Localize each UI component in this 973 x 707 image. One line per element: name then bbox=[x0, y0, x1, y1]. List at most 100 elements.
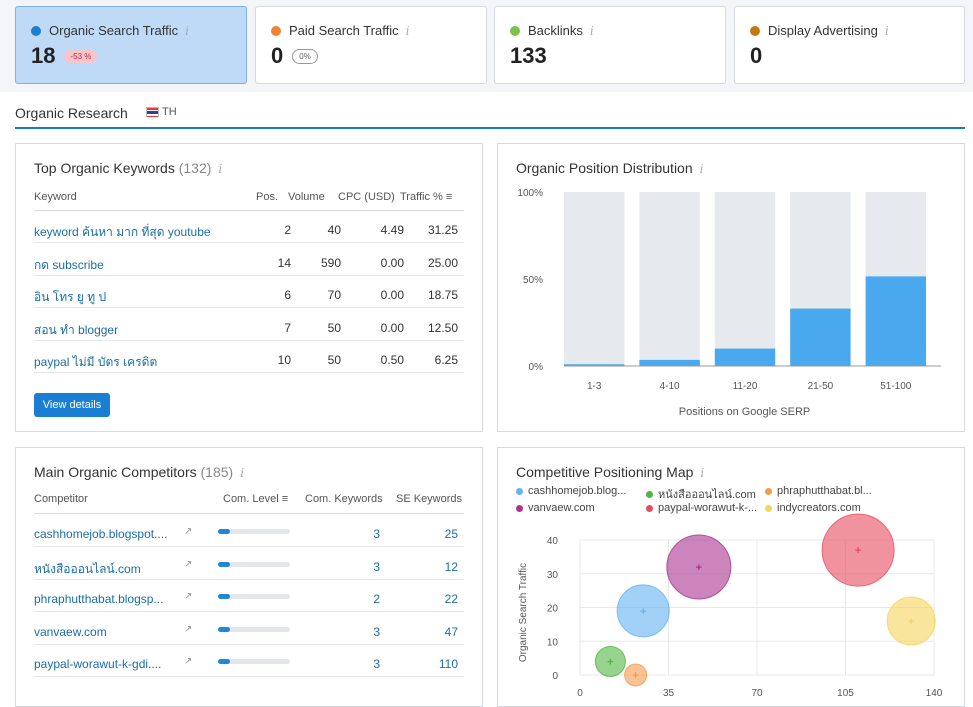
bubble-indycreators.com bbox=[886, 596, 936, 646]
metric-display-ads[interactable]: Display Advertising i 0 bbox=[734, 6, 965, 84]
keyword-link[interactable]: อิน โทร ยู ทู ป bbox=[34, 290, 107, 304]
common-keywords-link[interactable]: 3 bbox=[373, 624, 380, 639]
keyword-link[interactable]: keyword ค้นหา มาก ที่สุด youtube bbox=[34, 225, 211, 239]
bubble-center-marker: + bbox=[855, 545, 861, 557]
competitor-link[interactable]: หนังสือออนไลน์.com bbox=[34, 561, 141, 576]
legend-dot-icon bbox=[516, 504, 523, 512]
paid-dot-icon bbox=[271, 25, 281, 36]
info-icon[interactable]: i bbox=[699, 162, 704, 176]
info-icon[interactable]: i bbox=[589, 23, 594, 38]
common-keywords-link[interactable]: 3 bbox=[373, 559, 380, 574]
x-tick-label: 1-3 bbox=[587, 381, 602, 392]
view-details-button[interactable]: View details bbox=[34, 393, 110, 417]
backlinks-dot-icon bbox=[510, 25, 520, 36]
competition-level-fill bbox=[218, 626, 231, 632]
panel-title: Organic Position Distribution i bbox=[516, 160, 704, 176]
metric-paid-traffic[interactable]: Paid Search Traffic i 0 0% bbox=[255, 6, 487, 84]
keyword-row: paypal ไม่มี บัตร เครดิต 10 50 0.50 6.25 bbox=[34, 341, 464, 373]
col-se-keywords[interactable]: SE Keywords bbox=[396, 493, 463, 505]
keyword-cpc: 0.00 bbox=[380, 320, 404, 335]
col-traffic[interactable]: Traffic % ≡ bbox=[400, 191, 453, 203]
metric-value: 18 bbox=[31, 43, 56, 68]
x-tick-label: 4-10 bbox=[660, 381, 680, 392]
legend-item[interactable]: vanvaew.com bbox=[516, 502, 595, 514]
legend-item[interactable]: paypal-worawut-k-... bbox=[646, 502, 757, 514]
se-keywords-link[interactable]: 12 bbox=[444, 559, 458, 574]
position-bar-chart: 0% 50% 100% 1-3 4-10 11-20 21-50 51-100 Position… bbox=[517, 188, 941, 418]
legend-dot-icon bbox=[646, 490, 653, 498]
keyword-link[interactable]: paypal ไม่มี บัตร เครดิต bbox=[34, 355, 158, 369]
positioning-map-panel: Competitive Positioning Map i cashhomejob… bbox=[497, 447, 965, 707]
bar-21-50 bbox=[790, 308, 851, 366]
info-icon[interactable]: i bbox=[884, 23, 889, 38]
panel-title: Competitive Positioning Map i bbox=[516, 464, 705, 480]
keyword-row: สอน ทำ blogger 7 50 0.00 12.50 bbox=[34, 309, 464, 341]
keyword-volume: 590 bbox=[320, 255, 341, 270]
col-pos[interactable]: Pos. bbox=[256, 191, 279, 203]
se-keywords-link[interactable]: 25 bbox=[444, 527, 458, 541]
legend-item[interactable]: หนังสือออนไลน์.com bbox=[646, 485, 756, 503]
change-badge: 0% bbox=[292, 48, 318, 64]
metric-value: 133 bbox=[510, 43, 547, 68]
common-keywords-link[interactable]: 3 bbox=[373, 527, 380, 541]
metric-organic-traffic[interactable]: Organic Search Traffic i 18 -53 % bbox=[15, 6, 247, 84]
y-tick-label: 100% bbox=[517, 188, 543, 199]
competitor-link[interactable]: phraphutthabat.blogsp... bbox=[34, 592, 164, 606]
bubble-phraphutthabat.bl... bbox=[624, 663, 648, 687]
panel-title: Main Organic Competitors (185) i bbox=[34, 464, 245, 480]
col-com-keywords[interactable]: Com. Keywords bbox=[305, 493, 383, 505]
sort-icon[interactable]: ≡ bbox=[445, 191, 453, 203]
external-link-icon[interactable]: ↗ bbox=[184, 591, 193, 602]
common-keywords-link[interactable]: 3 bbox=[373, 657, 380, 671]
sort-icon[interactable]: ≡ bbox=[281, 493, 289, 505]
metric-backlinks[interactable]: Backlinks i 133 bbox=[494, 6, 726, 84]
info-icon[interactable]: i bbox=[218, 162, 223, 176]
bubble-หนังสือออนไลน์.com bbox=[594, 646, 626, 677]
competitor-row: phraphutthabat.blogsp... ↗ 2 22 bbox=[34, 580, 464, 612]
competition-level-fill bbox=[218, 659, 231, 664]
x-axis-label: Positions on Google SERP bbox=[679, 406, 810, 418]
x-tick-label: 70 bbox=[751, 688, 763, 699]
se-keywords-link[interactable]: 47 bbox=[444, 624, 458, 639]
info-icon[interactable]: i bbox=[185, 23, 189, 38]
competitor-link[interactable]: cashhomejob.blogspot.... bbox=[34, 527, 168, 541]
external-link-icon[interactable]: ↗ bbox=[184, 558, 193, 570]
external-link-icon[interactable]: ↗ bbox=[184, 656, 193, 667]
keyword-traffic: 25.00 bbox=[427, 255, 458, 270]
competitor-link[interactable]: paypal-worawut-k-gdi.... bbox=[34, 657, 162, 671]
competition-level-bar bbox=[218, 626, 290, 632]
col-volume[interactable]: Volume bbox=[288, 191, 325, 203]
legend-label: หนังสือออนไลน์.com bbox=[658, 489, 756, 501]
col-com-level[interactable]: Com. Level ≡ bbox=[223, 493, 289, 505]
bubble-paypal-worawut-k-... bbox=[821, 513, 895, 587]
legend-item[interactable]: indycreators.com bbox=[765, 502, 861, 514]
keyword-position: 6 bbox=[284, 288, 291, 302]
keyword-link[interactable]: กด subscribe bbox=[34, 257, 104, 272]
col-competitor[interactable]: Competitor bbox=[34, 493, 88, 505]
competition-level-bar bbox=[218, 594, 290, 599]
keyword-link[interactable]: สอน ทำ blogger bbox=[34, 322, 119, 337]
competition-level-bar bbox=[218, 529, 290, 534]
external-link-icon[interactable]: ↗ bbox=[184, 526, 193, 537]
x-tick-label: 51-100 bbox=[880, 381, 912, 392]
external-link-icon[interactable]: ↗ bbox=[184, 623, 193, 635]
col-cpc[interactable]: CPC (USD) bbox=[338, 191, 395, 203]
common-keywords-link[interactable]: 2 bbox=[373, 592, 380, 606]
keyword-position: 2 bbox=[284, 223, 291, 237]
se-keywords-link[interactable]: 22 bbox=[444, 592, 458, 606]
col-keyword[interactable]: Keyword bbox=[34, 191, 77, 203]
competitor-link[interactable]: vanvaew.com bbox=[34, 624, 107, 639]
se-keywords-link[interactable]: 110 bbox=[438, 657, 458, 671]
keyword-traffic: 12.50 bbox=[427, 320, 458, 335]
info-icon[interactable]: i bbox=[240, 466, 245, 480]
section-title: Organic Research bbox=[15, 105, 128, 121]
info-icon[interactable]: i bbox=[405, 23, 410, 38]
legend-item[interactable]: cashhomejob.blog... bbox=[516, 485, 626, 497]
x-tick-label: 11-20 bbox=[733, 381, 758, 392]
keyword-row: keyword ค้นหา มาก ที่สุด youtube 2 40 4.49 3… bbox=[34, 211, 464, 243]
metric-value: 0 bbox=[750, 43, 763, 68]
legend-dot-icon bbox=[646, 504, 653, 512]
legend-item[interactable]: phraphutthabat.bl... bbox=[765, 485, 872, 497]
bubble-vanvaew.com bbox=[666, 534, 732, 600]
info-icon[interactable]: i bbox=[700, 466, 705, 480]
